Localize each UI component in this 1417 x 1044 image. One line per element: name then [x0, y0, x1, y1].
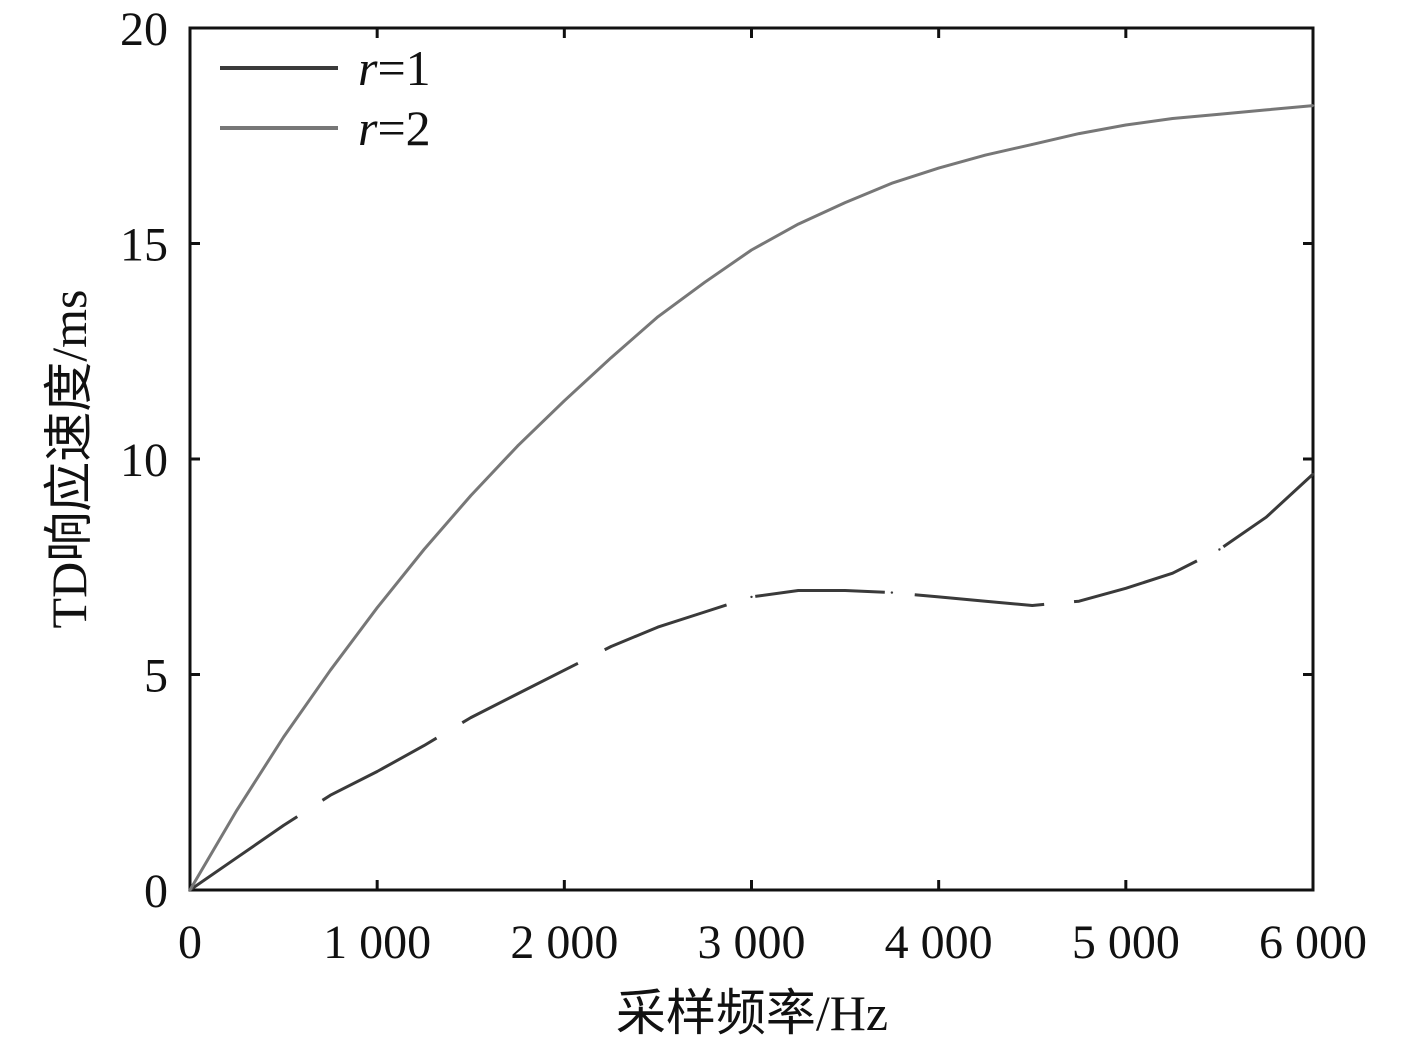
x-tick-label: 6 000 [1259, 916, 1367, 969]
series-2-point [843, 201, 847, 204]
series-1-point [1171, 572, 1174, 575]
series-1-point [937, 595, 940, 599]
series-2-point [1124, 123, 1128, 127]
series-1-point [890, 591, 894, 594]
series-2-point [235, 809, 238, 812]
series-1-point [1031, 604, 1034, 607]
x-tick-label: 4 000 [885, 916, 993, 969]
series-2-point [656, 315, 660, 318]
series-2-point [937, 166, 940, 170]
series-1-point [843, 589, 847, 592]
series-1-point [516, 692, 519, 696]
plot-frame [188, 26, 1315, 892]
series-2-point [1171, 117, 1174, 120]
legend: r=1r=2 [220, 40, 431, 156]
legend-label-1: r=1 [358, 40, 431, 96]
series-2-point [1311, 104, 1315, 107]
x-tick-label: 3 000 [698, 916, 806, 969]
series-2-point [469, 494, 472, 497]
series-2-point [750, 248, 753, 252]
tick-labels: 0 1 000 2 000 3 000 4 000 5 000 6 000 0 5 10 15 20 [120, 3, 1367, 969]
series-line-2 [188, 104, 1314, 891]
series-1-point [235, 856, 238, 859]
series-2-point [797, 222, 800, 226]
series-1-point [282, 824, 285, 827]
series-1-point [1124, 587, 1128, 590]
series-1-point [984, 600, 987, 603]
series-1-point [329, 793, 332, 797]
series-1-point [1218, 548, 1221, 551]
x-axis-title: 采样频率/Hz [616, 985, 888, 1041]
series-layer [188, 104, 1315, 892]
series-2-point [282, 735, 285, 739]
y-axis-title: TD响应速度/ms [41, 290, 97, 629]
series-2-point [1077, 132, 1081, 135]
series-1-point [750, 595, 753, 599]
series-2-point [1031, 143, 1034, 146]
legend-label-2: r=2 [358, 100, 431, 156]
series-1-point [563, 668, 566, 672]
series-1-point [703, 610, 706, 614]
series-2-point [563, 399, 566, 403]
y-tick-label: 15 [120, 219, 168, 272]
x-tick-label: 5 000 [1072, 916, 1180, 969]
series-1-point [469, 716, 472, 719]
series-2-point [422, 548, 426, 551]
series-2-point [1218, 113, 1221, 116]
series-2-point [609, 356, 613, 359]
y-tick-label: 0 [144, 865, 168, 918]
series-1-point [656, 625, 660, 629]
series-line-1 [189, 472, 1315, 892]
series-2-point [516, 444, 519, 448]
series-1-point [609, 645, 613, 648]
series-1-point [797, 589, 800, 592]
series-2-point [1265, 108, 1268, 112]
y-tick-label: 5 [144, 650, 168, 703]
series-1-point [422, 744, 426, 747]
series-1-point [1311, 472, 1315, 476]
series-2-point [329, 668, 332, 672]
series-2-point [188, 888, 192, 892]
x-tick-label: 2 000 [510, 916, 618, 969]
series-2-point [984, 153, 987, 157]
y-tick-label: 20 [120, 3, 168, 56]
series-1-point [375, 770, 379, 773]
series-2-point [375, 606, 379, 609]
series-2-point [890, 181, 894, 185]
y-tick-label: 10 [120, 434, 168, 487]
tick-marks [188, 26, 1315, 892]
series-1-point [1265, 515, 1268, 519]
x-tick-label: 0 [178, 916, 202, 969]
x-tick-label: 1 000 [323, 916, 431, 969]
series-1-point [1077, 600, 1081, 603]
series-2-point [703, 281, 706, 284]
